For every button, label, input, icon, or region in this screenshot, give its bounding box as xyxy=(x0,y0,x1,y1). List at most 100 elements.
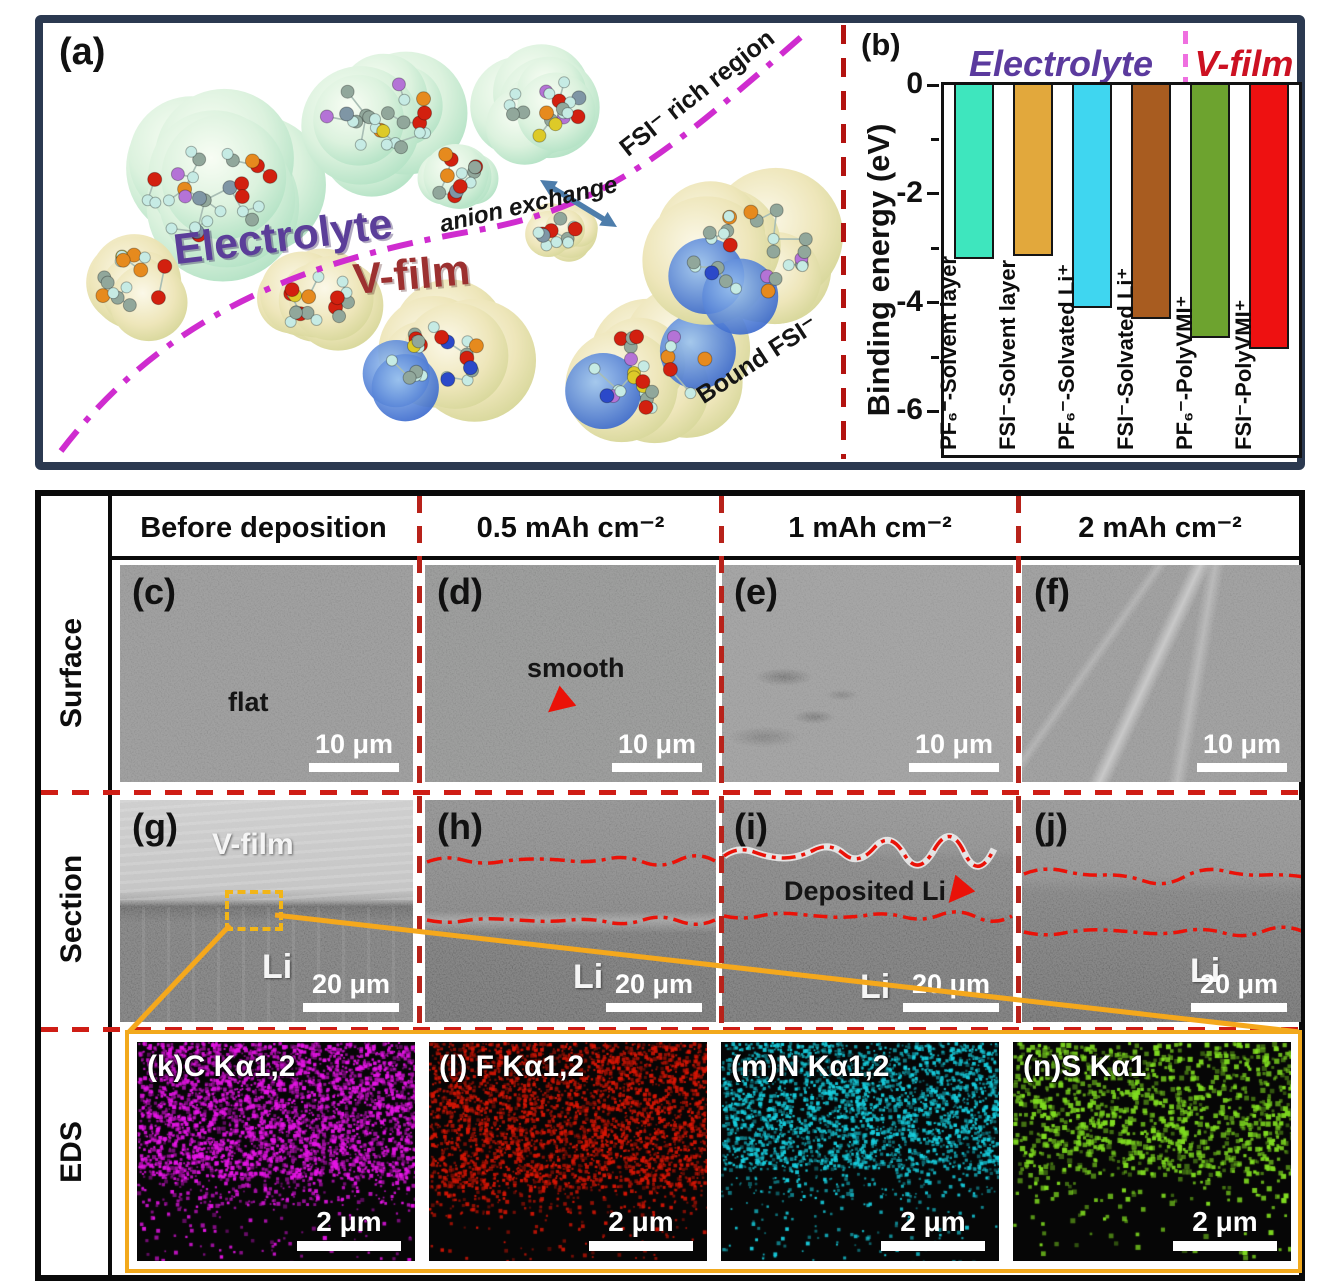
sem-section-1mah: (i) Deposited Li Li 20 μm xyxy=(722,800,1013,1022)
y-axis-tick xyxy=(927,409,939,413)
scale-bar: 10 μm xyxy=(909,731,999,772)
chart-plot-area: PF₆⁻-Solvent layer FSI⁻-Solvent layer PF₆⁻… xyxy=(936,82,1302,458)
row-label-divider xyxy=(108,496,112,1275)
sem-surface-before: (c) flat 10 μm xyxy=(120,565,413,782)
molecule-cluster xyxy=(301,51,468,197)
scale-line xyxy=(297,1241,401,1251)
scale-line xyxy=(909,763,999,772)
scale-bar: 10 μm xyxy=(612,731,702,772)
scale-line xyxy=(612,763,702,772)
panel-h-label: (h) xyxy=(437,806,483,847)
y-tick-label: 0 xyxy=(906,67,923,100)
scale-line xyxy=(309,763,399,772)
row-header-surface: Surface xyxy=(55,617,88,728)
scale-bar: 2 μm xyxy=(297,1208,401,1251)
column-divider-dashed xyxy=(1016,496,1021,1030)
column-divider-dashed xyxy=(719,496,724,1030)
sem-surface-05mah: (d) smooth 10 μm xyxy=(425,565,716,782)
scale-bar: 20 μm xyxy=(903,971,999,1012)
scale-bar: 10 μm xyxy=(1197,731,1287,772)
panel-a-label: (a) xyxy=(59,31,106,73)
scale-text: 10 μm xyxy=(314,729,394,759)
panel-ab-container: (a) Electrolyte V-film anion exchange FS… xyxy=(35,15,1305,470)
eds-map-fluorine: (l) F Kα1,2 2 μm xyxy=(429,1042,707,1261)
panel-e-label: (e) xyxy=(734,571,778,612)
scale-text: 20 μm xyxy=(614,969,694,999)
bright-streaks xyxy=(1022,565,1301,782)
y-tick-label: -6 xyxy=(896,393,923,427)
eds-map-sulfur: (n)S Kα1 2 μm xyxy=(1013,1042,1291,1261)
y-axis-tick xyxy=(927,301,939,305)
flat-annotation: flat xyxy=(228,687,269,717)
deposited-li-annotation: Deposited Li xyxy=(784,876,947,906)
smooth-annotation: smooth xyxy=(527,653,625,683)
sem-surface-1mah: (e) 10 μm xyxy=(722,565,1013,782)
scale-bar: 20 μm xyxy=(1191,971,1287,1012)
bar-2 xyxy=(1012,85,1053,257)
molecule-cluster xyxy=(362,279,537,422)
molecule-cluster xyxy=(565,285,751,444)
scale-text: 2 μm xyxy=(1192,1206,1258,1237)
y-axis-minor-tick xyxy=(931,355,939,359)
y-axis-minor-tick xyxy=(931,246,939,250)
bar-6 xyxy=(1249,85,1290,349)
sem-section-before: (g) V-film Li 20 μm xyxy=(120,800,413,1022)
molecular-illustration xyxy=(58,28,843,453)
scale-bar: 20 μm xyxy=(606,971,702,1012)
scale-bar: 10 μm xyxy=(309,731,399,772)
row-divider-dashed xyxy=(41,790,1299,795)
scale-text: 10 μm xyxy=(1202,729,1282,759)
bar-5 xyxy=(1190,85,1231,338)
panel-c-label: (c) xyxy=(132,571,176,612)
zoom-region-box xyxy=(225,890,283,931)
column-divider-dashed xyxy=(417,496,422,1030)
molecule-cluster xyxy=(642,167,843,335)
scale-line xyxy=(1191,1003,1287,1012)
eds-map-carbon: (k)C Kα1,2 2 μm xyxy=(137,1042,415,1261)
panel-d-label: (d) xyxy=(437,571,483,612)
scale-line xyxy=(606,1003,702,1012)
y-axis-tick xyxy=(927,192,939,196)
scale-line xyxy=(589,1241,693,1251)
scale-text: 20 μm xyxy=(911,969,991,999)
scale-bar: 2 μm xyxy=(589,1208,693,1251)
chart-group-electrolyte: Electrolyte xyxy=(968,43,1154,84)
bar-category-label: FSI⁻-PolyVMI⁺ xyxy=(1231,299,1257,450)
panel-b-label: (b) xyxy=(861,27,901,62)
panel-l-title: (l) F Kα1,2 xyxy=(439,1050,585,1083)
y-tick-label: -4 xyxy=(896,284,923,318)
bar-4 xyxy=(1131,85,1172,319)
layer-boundary-lines xyxy=(426,854,716,926)
scale-text: 20 μm xyxy=(311,969,391,999)
scale-line xyxy=(1197,763,1287,772)
scale-text: 10 μm xyxy=(617,729,697,759)
bar-3 xyxy=(1071,85,1112,309)
dark-smudges xyxy=(722,565,1013,782)
binding-energy-chart: PF₆⁻-Solvent layer FSI⁻-Solvent layer PF₆⁻… xyxy=(896,67,1302,458)
panel-f-label: (f) xyxy=(1034,571,1070,612)
molecule-cluster xyxy=(470,44,600,165)
li-layer-label: Li xyxy=(860,968,891,1006)
scale-text: 10 μm xyxy=(914,729,994,759)
sem-surface-2mah: (f) 10 μm xyxy=(1022,565,1301,782)
sem-section-05mah: (h) Li 20 μm xyxy=(425,800,716,1022)
scale-bar: 2 μm xyxy=(881,1208,985,1251)
li-layer-label: Li xyxy=(573,958,604,996)
chart-group-vfilm: V-film xyxy=(1194,43,1294,84)
eds-carbon-canvas xyxy=(137,1042,415,1261)
molecule-cluster xyxy=(86,234,188,342)
y-axis-minor-tick xyxy=(931,137,939,141)
sem-eds-table: Before deposition 0.5 mAh cm⁻² 1 mAh cm⁻… xyxy=(35,490,1305,1281)
sem-section-2mah: (j) Li 20 μm xyxy=(1022,800,1301,1022)
vfilm-texture xyxy=(120,800,413,900)
col-header-2mah: 2 mAh cm⁻² xyxy=(1078,512,1242,544)
scale-text: 20 μm xyxy=(1199,969,1279,999)
col-header-05mah: 0.5 mAh cm⁻² xyxy=(476,512,665,544)
red-arrow xyxy=(539,685,577,723)
panel-i-label: (i) xyxy=(734,806,768,847)
col-header-1mah: 1 mAh cm⁻² xyxy=(788,512,952,544)
scale-text: 2 μm xyxy=(608,1206,674,1237)
scale-line xyxy=(1173,1241,1277,1251)
li-layer-label: Li xyxy=(262,948,293,986)
